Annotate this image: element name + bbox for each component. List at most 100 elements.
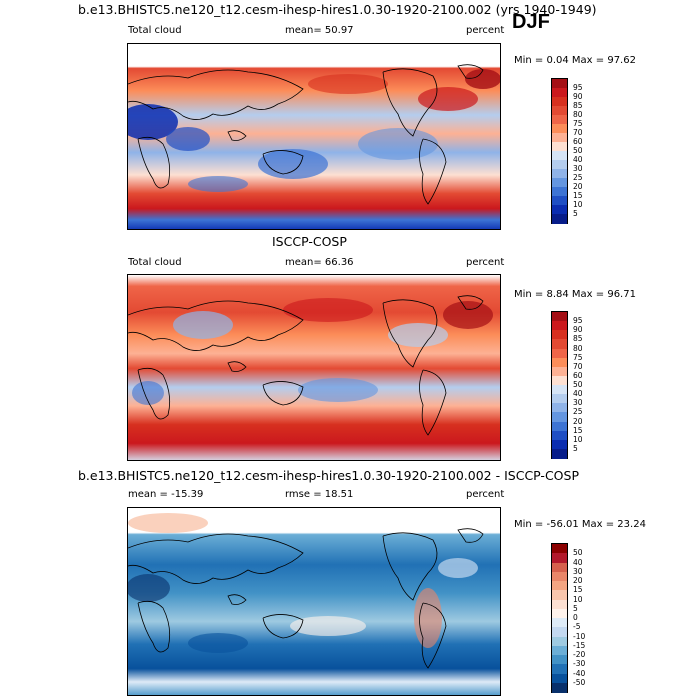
colorbar-tick-label: 70 <box>573 128 583 137</box>
panel-units-label: percent <box>466 257 505 268</box>
colorbar-swatch <box>552 618 567 628</box>
colorbar-swatch <box>552 412 567 422</box>
colorbar-swatch <box>552 366 567 377</box>
panel-mean-label: mean= 66.36 <box>285 257 354 268</box>
colorbar-swatch <box>552 357 567 368</box>
colorbar-tick-label: 30 <box>573 398 583 408</box>
panel-subtitle: b.e13.BHISTC5.ne120_t12.cesm-ihesp-hires… <box>78 468 579 483</box>
colorbar-swatch <box>552 571 567 582</box>
colorbar-tick-label: 90 <box>573 92 583 101</box>
colorbar-tick-label: 75 <box>573 352 583 362</box>
colorbar-tick-label: 40 <box>573 389 583 399</box>
colorbar-swatch <box>552 151 567 161</box>
colorbar-tick-label: 60 <box>573 370 583 380</box>
colorbar-tick-label: -30 <box>573 659 586 669</box>
panel-variable-label: Total cloud <box>128 25 182 36</box>
colorbar-tick-label: 25 <box>573 407 583 417</box>
colorbar-swatch <box>552 106 567 116</box>
panel-subtitle: ISCCP-COSP <box>272 234 347 249</box>
panel-minmax: Min = 0.04 Max = 97.62 <box>514 55 636 66</box>
colorbar-swatch <box>552 187 567 197</box>
colorbar-swatch <box>552 421 567 432</box>
colorbar-swatch <box>552 627 567 637</box>
panel-mean-label: mean= 50.97 <box>285 25 354 36</box>
colorbar-tick-label: 80 <box>573 110 583 119</box>
colorbar-swatch <box>552 655 567 665</box>
colorbar-swatch <box>552 590 567 600</box>
colorbar-swatch <box>552 330 567 340</box>
colorbar-swatch <box>552 448 567 459</box>
colorbar-tick-label: 85 <box>573 334 583 344</box>
colorbar-swatch <box>552 97 567 107</box>
colorbar-obs <box>551 311 568 459</box>
map-obs-total-cloud <box>127 274 501 461</box>
panel-mean-label: mean = -15.39 <box>128 489 204 500</box>
colorbar-swatch <box>552 682 567 693</box>
colorbar-swatch <box>552 562 567 573</box>
colorbar-swatch <box>552 385 567 395</box>
colorbar-swatch <box>552 133 567 143</box>
colorbar-tick-label: 50 <box>573 146 583 155</box>
colorbar-model <box>551 78 568 224</box>
colorbar-swatch <box>552 394 567 404</box>
colorbar-tick-label: 10 <box>573 594 583 604</box>
colorbar-tick-label: 70 <box>573 361 583 371</box>
colorbar-swatch <box>552 339 567 349</box>
colorbar-tick-label: 50 <box>573 380 583 389</box>
colorbar-swatch <box>552 205 567 215</box>
panel-minmax: Min = -56.01 Max = 23.24 <box>514 519 646 530</box>
colorbar-swatch <box>552 142 567 152</box>
panel-variable-label: Total cloud <box>128 257 182 268</box>
colorbar-tick-label: 10 <box>573 200 583 209</box>
colorbar-swatch <box>552 645 567 656</box>
season-label: DJF <box>512 11 550 33</box>
colorbar-swatch <box>552 439 567 450</box>
colorbar-tick-label: -40 <box>573 668 586 678</box>
colorbar-tick-label: 60 <box>573 137 583 146</box>
colorbar-tick-label: 85 <box>573 101 583 110</box>
colorbar-tick-label: 30 <box>573 566 583 576</box>
colorbar-swatch <box>552 312 567 322</box>
colorbar-swatch <box>552 79 567 89</box>
panel-units-label: percent <box>466 25 505 36</box>
colorbar-swatch <box>552 348 567 359</box>
map-difference-total-cloud <box>127 507 501 696</box>
panel-minmax: Min = 8.84 Max = 96.71 <box>514 289 636 300</box>
map-model-total-cloud <box>127 43 501 230</box>
colorbar-difference <box>551 543 568 693</box>
colorbar-swatch <box>552 581 567 591</box>
colorbar-tick-label: 25 <box>573 173 583 182</box>
colorbar-swatch <box>552 375 567 386</box>
colorbar-tick-label: 30 <box>573 164 583 173</box>
coastlines <box>128 64 484 205</box>
coastlines <box>128 295 484 436</box>
colorbar-swatch <box>552 673 567 684</box>
colorbar-swatch <box>552 544 567 554</box>
colorbar-tick-label: 40 <box>573 557 583 567</box>
colorbar-tick-label: 15 <box>573 191 583 200</box>
colorbar-tick-label: 5 <box>573 603 578 613</box>
colorbar-swatch <box>552 636 567 647</box>
colorbar-tick-label: 90 <box>573 325 583 335</box>
colorbar-tick-label: 15 <box>573 585 583 595</box>
colorbar-tick-label: 95 <box>573 316 583 326</box>
colorbar-swatch <box>552 169 567 179</box>
panel-units-label: percent <box>466 489 505 500</box>
colorbar-swatch <box>552 664 567 674</box>
colorbar-tick-label: -10 <box>573 631 586 641</box>
coastlines <box>128 528 484 669</box>
colorbar-swatch <box>552 214 567 224</box>
colorbar-tick-label: 40 <box>573 155 583 164</box>
colorbar-swatch <box>552 599 567 610</box>
colorbar-tick-label: 95 <box>573 83 583 92</box>
colorbar-tick-label: -15 <box>573 640 586 650</box>
colorbar-tick-label: 50 <box>573 548 583 558</box>
colorbar-swatch <box>552 88 567 98</box>
colorbar-tick-label: -5 <box>573 622 581 632</box>
colorbar-tick-label: 20 <box>573 416 583 426</box>
colorbar-swatch <box>552 403 567 413</box>
colorbar-tick-label: 80 <box>573 343 583 353</box>
colorbar-tick-label: 5 <box>573 443 578 453</box>
colorbar-swatch <box>552 124 567 134</box>
